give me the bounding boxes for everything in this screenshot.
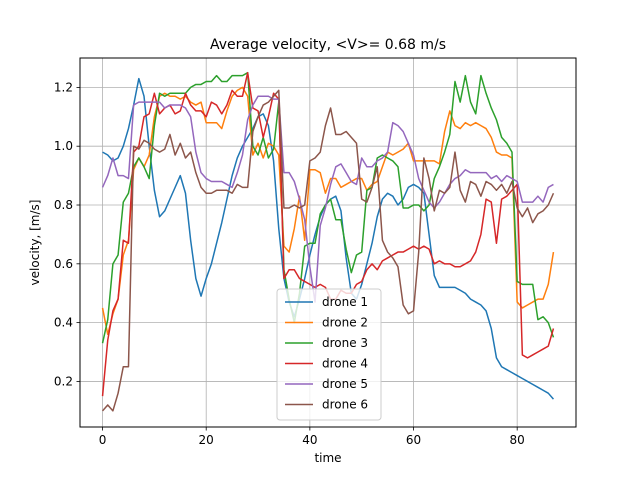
series-line-drone-5 [101,95,554,303]
x-tick-label: 80 [510,433,525,447]
y-axis-label: velocity, [m/s] [28,200,42,286]
y-tick-label: 0.2 [54,374,73,388]
axes-frame [79,57,577,428]
y-tick-label: 0.8 [54,198,73,212]
x-tick-label: 20 [199,433,214,447]
legend-entry-label: drone 1 [322,295,368,309]
y-tick-label: 1.0 [54,139,73,153]
series-line-drone-6 [101,89,555,412]
series-line-drone-2 [101,86,555,336]
x-tick-label: 40 [302,433,317,447]
x-tick-label: 0 [99,433,107,447]
y-tick-label: 0.4 [54,316,73,330]
x-axis-label: time [314,451,341,465]
legend-entry-label: drone 4 [322,357,368,371]
series-line-drone-3 [101,71,555,344]
x-tick-label: 60 [406,433,421,447]
legend: drone 1 drone 2 drone 3 drone 4 drone 5 drone… [276,288,382,421]
legend-entry-label: drone 3 [322,336,368,350]
axis-ticks: 0 20 40 60 80 0.2 0.4 0.6 0.8 1.0 1.2 [54,80,525,447]
legend-entry-label: drone 2 [322,316,368,330]
y-tick-label: 1.2 [54,80,73,94]
y-tick-label: 0.6 [54,257,73,271]
legend-entry-label: drone 6 [322,398,368,412]
chart-title: Average velocity, <V>= 0.68 m/s [210,37,446,53]
legend-entry-label: drone 5 [322,377,368,391]
